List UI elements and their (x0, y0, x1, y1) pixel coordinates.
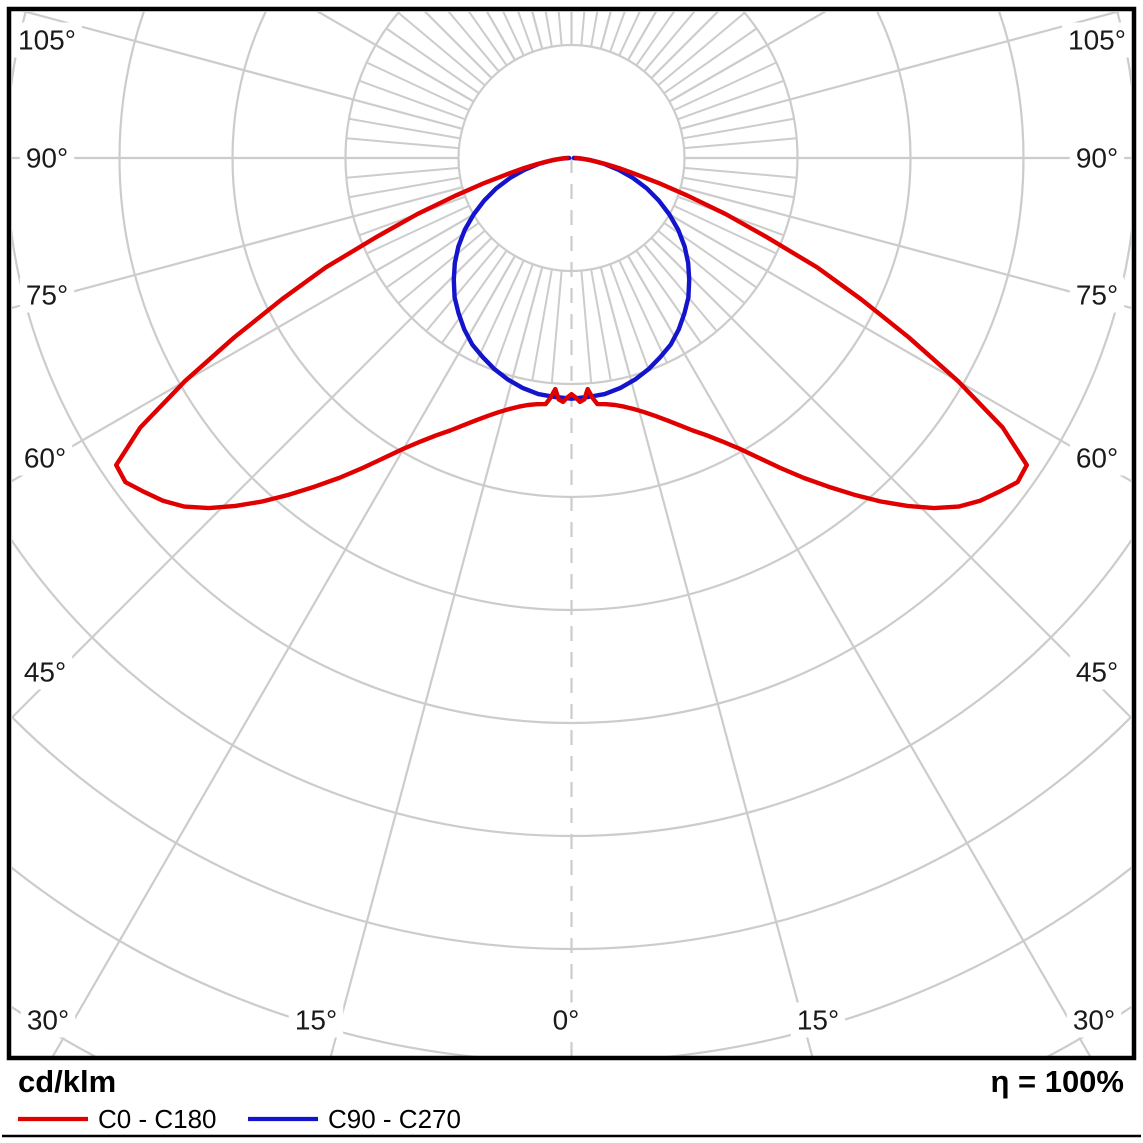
angle-label-bottom-0: 0° (553, 1005, 580, 1036)
grid-radial-minor (557, 12, 563, 46)
angle-label-right-105: 105° (1068, 25, 1126, 56)
label-background (790, 1002, 846, 1038)
grid-radial-minor (550, 270, 563, 384)
label-background (1066, 1002, 1122, 1038)
label-background (1069, 140, 1125, 176)
grid-radial-major (12, 213, 475, 483)
grid-radial-minor (590, 12, 599, 47)
curve-c0-c180 (113, 155, 1030, 511)
grid-radial-minor (502, 12, 525, 57)
grid-radial-minor (663, 27, 758, 95)
grid-radial-minor (468, 12, 508, 67)
grid-radial-minor (531, 269, 553, 381)
angle-label-bottom-30-right: 30° (1073, 1005, 1115, 1036)
grid-radial-major (650, 237, 1131, 720)
grid-radial-minor (441, 249, 508, 344)
grid-radial-major (680, 186, 1131, 310)
grid-radial-minor (366, 61, 470, 112)
grid-radial-minor (580, 270, 593, 384)
grid-radial-minor (657, 12, 746, 87)
legend-label-0: C0 - C180 (98, 1104, 217, 1134)
grid-radial-minor (580, 12, 586, 46)
grid-radial-major (22, 12, 463, 130)
label-background (546, 1002, 586, 1038)
grid-radial-minor (346, 137, 460, 150)
grid-radial-major (599, 266, 814, 1057)
angle-label-right-60: 60° (1076, 443, 1118, 474)
label-background (17, 440, 73, 476)
label-background (19, 277, 75, 313)
label-background (1069, 440, 1125, 476)
grid-radial-minor (682, 176, 795, 199)
unit-label: cd/klm (18, 1064, 116, 1099)
grid-radial-minor (348, 176, 461, 199)
grid-radial-minor (366, 204, 470, 255)
grid-radial-minor (643, 243, 718, 332)
grid-radial-minor (683, 137, 797, 150)
efficiency-value: η = 100% (990, 1064, 1124, 1099)
grid-radial-minor (609, 263, 650, 371)
angle-label-bottom-15-left: 15° (295, 1005, 337, 1036)
angle-label-left-105: 105° (18, 25, 76, 56)
label-background (12, 22, 82, 58)
angle-label-left-90: 90° (26, 143, 68, 174)
label-background (1069, 654, 1125, 690)
grid-radial-minor (346, 166, 460, 179)
grid-radial-minor (657, 229, 746, 305)
grid-radial-major (329, 266, 544, 1057)
grid-ring (12, 12, 1131, 724)
grid-radial-minor (397, 12, 486, 87)
legend: C0 - C180 C90 - C270 (18, 1104, 461, 1134)
grid-radial-minor (447, 12, 500, 73)
grid-radial-minor (635, 12, 675, 67)
grid-radial-minor (635, 249, 702, 344)
angle-label-left-60: 60° (24, 443, 66, 474)
grid-radial-minor (425, 243, 500, 332)
label-background (20, 1002, 76, 1038)
grid-radial-minor (385, 27, 480, 95)
grid-radial-minor (677, 79, 785, 121)
grid-radial-minor (475, 259, 525, 364)
grid-radial-minor (517, 12, 534, 53)
grid-radial-minor (683, 166, 797, 179)
label-background (1062, 22, 1132, 58)
grid-radial-minor (544, 12, 553, 47)
label-background (19, 140, 75, 176)
grid-radial-minor (493, 263, 534, 371)
angle-label-left-45: 45° (24, 657, 66, 688)
label-background (17, 654, 73, 690)
angle-label-bottom-30-left: 30° (27, 1005, 69, 1036)
grid-radial-minor (348, 117, 461, 140)
grid-radial-minor (618, 12, 641, 57)
grid-radial-minor (358, 79, 466, 121)
grid-radial-minor (673, 61, 777, 112)
angle-label-right-45: 45° (1076, 657, 1118, 688)
grid-radial-minor (590, 269, 612, 381)
grid-radial-major (680, 12, 1121, 130)
label-backgrounds (12, 22, 1132, 1038)
grid-radial-major (12, 237, 493, 720)
label-background (288, 1002, 344, 1038)
label-background (1069, 277, 1125, 313)
grid-radial-minor (618, 259, 668, 364)
grid-radial-minor (643, 12, 696, 73)
angle-label-bottom-15-right: 15° (797, 1005, 839, 1036)
legend-label-1: C90 - C270 (328, 1104, 461, 1134)
grid-radial-minor (673, 204, 777, 255)
angle-label-right-75: 75° (1076, 280, 1118, 311)
grid-radial-minor (609, 12, 626, 53)
grid-radial-minor (682, 117, 795, 140)
grid-radial-major (12, 186, 463, 310)
intensity-curves (113, 155, 1030, 511)
angle-label-right-90: 90° (1076, 143, 1118, 174)
curve-c90-c270 (451, 155, 692, 401)
angle-label-left-75: 75° (26, 280, 68, 311)
plot-frame (6, 6, 1137, 1061)
grid-radial-major (668, 213, 1131, 483)
grid-radial-minor (397, 229, 486, 305)
